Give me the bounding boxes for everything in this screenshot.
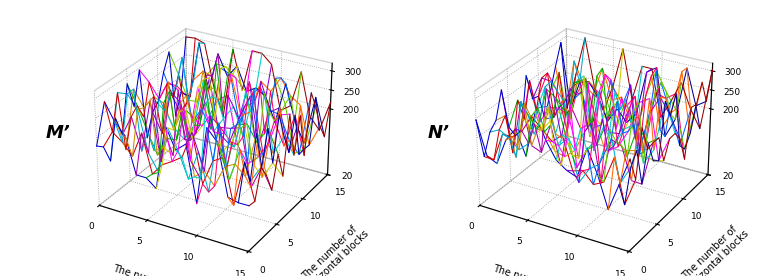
X-axis label: The number of
vertical blocks: The number of vertical blocks [488, 264, 563, 276]
Text: N’: N’ [428, 124, 450, 142]
Y-axis label: The number of
horizontal blocks: The number of horizontal blocks [296, 220, 371, 276]
X-axis label: The number of
vertical blocks: The number of vertical blocks [108, 264, 183, 276]
Text: M’: M’ [46, 124, 71, 142]
Y-axis label: The number of
horizontal blocks: The number of horizontal blocks [677, 220, 751, 276]
